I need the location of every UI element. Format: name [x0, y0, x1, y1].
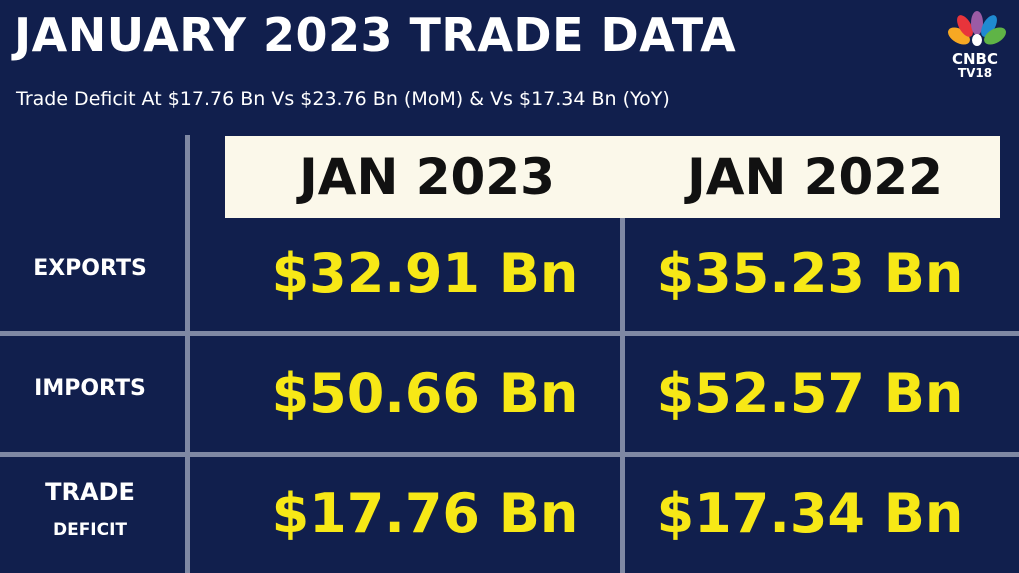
row-label: EXPORTS [33, 256, 147, 281]
row-label: IMPORTS [34, 376, 146, 401]
logo-text: CNBC [951, 50, 998, 68]
value: $50.66 Bn [271, 362, 579, 425]
divider [0, 452, 1019, 457]
value: $35.23 Bn [656, 242, 964, 305]
column-header: JAN 2022 [687, 148, 943, 206]
row-label: DEFICIT [52, 520, 128, 540]
value: $17.76 Bn [271, 482, 579, 545]
value: $17.34 Bn [656, 482, 964, 545]
subtitle: Trade Deficit At $17.76 Bn Vs $23.76 Bn … [16, 88, 670, 110]
divider [620, 218, 625, 573]
logo-text: TV18 [957, 66, 993, 80]
divider [185, 135, 190, 573]
value: $32.91 Bn [271, 242, 579, 305]
header-band [225, 136, 1000, 218]
column-header: JAN 2023 [299, 148, 555, 206]
row-label: TRADE [45, 478, 135, 506]
title: JANUARY 2023 TRADE DATA [14, 8, 737, 62]
logo-peacock [948, 11, 1006, 46]
value: $52.57 Bn [656, 362, 964, 425]
divider [0, 331, 1019, 336]
